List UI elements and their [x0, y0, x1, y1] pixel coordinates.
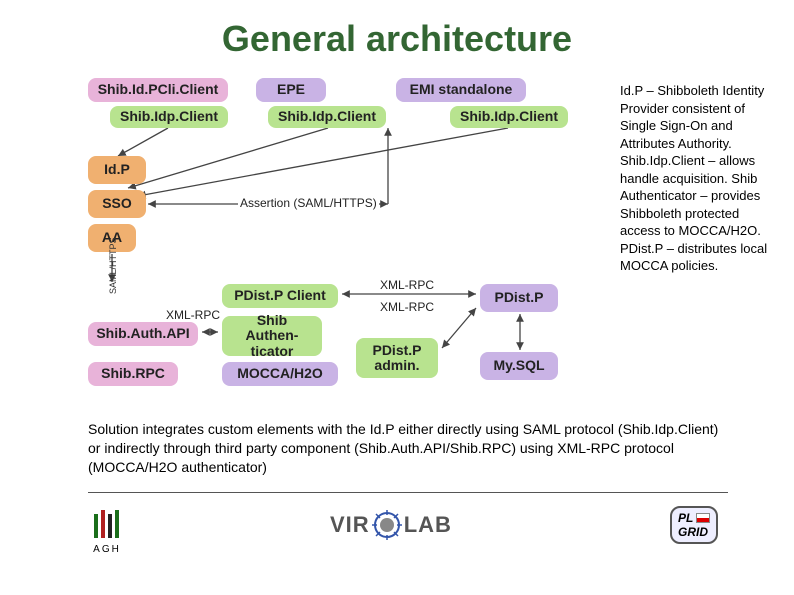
edge-label: XML-RPC — [378, 278, 436, 292]
legend-body: Id.P – Shibboleth Identity Provider cons… — [620, 83, 767, 273]
edge-label: XML-RPC — [164, 308, 222, 322]
plgrid-logo: PL GRID — [670, 506, 718, 544]
virolab-icon — [372, 510, 402, 540]
vertical-edge-label: SAML/HTTPS — [108, 237, 118, 294]
plgrid-pl: PL — [678, 511, 693, 525]
architecture-diagram: Shib.Id.PCli.Client EPE EMI standalone Shib… — [88, 78, 608, 408]
agh-logo: AGH — [92, 508, 122, 555]
title-text: General architecture — [222, 18, 572, 59]
edge-label: Assertion (SAML/HTTPS) — [238, 196, 379, 210]
poland-flag-icon — [696, 513, 710, 523]
node-sic3: Shib.Idp.Client — [450, 106, 568, 128]
node-idp: Id.P — [88, 156, 146, 184]
node-epe: EPE — [256, 78, 326, 102]
page-title: General architecture — [0, 18, 794, 60]
node-authenticator: Shib Authen- ticator — [222, 316, 322, 356]
node-pdistcli: PDist.P Client — [222, 284, 338, 308]
agh-label: AGH — [93, 544, 121, 555]
virolab-lab: LAB — [404, 512, 452, 538]
plgrid-grid: GRID — [678, 525, 710, 539]
edge-label: XML-RPC — [378, 300, 436, 314]
node-pdistadmin: PDist.P admin. — [356, 338, 438, 378]
node-shibrpc: Shib.RPC — [88, 362, 178, 386]
legend-text: Id.P – Shibboleth Identity Provider cons… — [620, 82, 780, 275]
summary-body: Solution integrates custom elements with… — [88, 421, 718, 475]
node-emi: EMI standalone — [396, 78, 526, 102]
node-mysql: My.SQL — [480, 352, 558, 380]
virolab-logo: VIR LAB — [330, 510, 452, 540]
node-pdistp: PDist.P — [480, 284, 558, 312]
node-sso: SSO — [88, 190, 146, 218]
node-sic1: Shib.Idp.Client — [110, 106, 228, 128]
node-mocca: MOCCA/H2O — [222, 362, 338, 386]
plgrid-badge: PL GRID — [670, 506, 718, 544]
node-shibauth: Shib.Auth.API — [88, 322, 198, 346]
summary-text: Solution integrates custom elements with… — [88, 420, 728, 477]
virolab-vir: VIR — [330, 512, 370, 538]
node-sic2: Shib.Idp.Client — [268, 106, 386, 128]
footer-divider — [88, 492, 728, 493]
node-shibidpcli: Shib.Id.PCli.Client — [88, 78, 228, 102]
agh-logo-icon — [92, 508, 122, 542]
